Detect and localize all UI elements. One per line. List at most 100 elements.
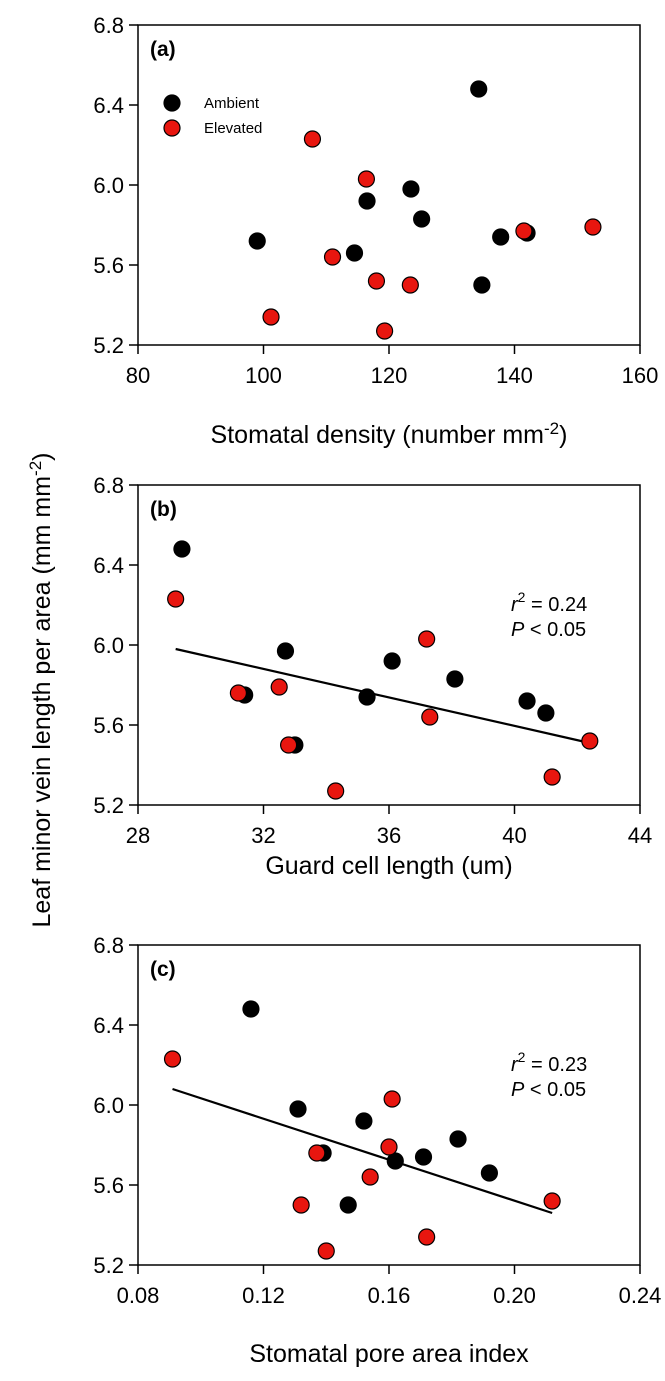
point-elevated bbox=[367, 272, 386, 290]
y-tick-label: 5.2 bbox=[93, 1253, 124, 1278]
x-tick-label: 100 bbox=[245, 363, 282, 388]
y-tick-label: 6.4 bbox=[93, 553, 124, 578]
x-tick-label: 44 bbox=[628, 823, 652, 848]
x-tick-label: 140 bbox=[496, 363, 533, 388]
p-value-annotation: P < 0.05 bbox=[511, 1079, 586, 1101]
point-ambient bbox=[355, 1112, 373, 1130]
panel-label: (a) bbox=[150, 38, 176, 61]
r-squared-value: = 0.24 bbox=[525, 594, 587, 616]
x-axis-title: Stomatal pore area index bbox=[249, 1340, 529, 1368]
legend-label-elevated: Elevated bbox=[204, 120, 262, 137]
point-elevated bbox=[167, 590, 185, 608]
point-ambient bbox=[345, 244, 364, 262]
x-axis-title: Stomatal density (number mm-2) bbox=[211, 419, 568, 449]
point-elevated bbox=[543, 768, 561, 786]
point-ambient bbox=[492, 228, 510, 246]
x-tick-label: 40 bbox=[502, 823, 526, 848]
panel-label: (b) bbox=[150, 498, 177, 521]
point-elevated bbox=[327, 782, 345, 800]
point-ambient bbox=[518, 692, 536, 710]
point-elevated bbox=[229, 684, 247, 702]
x-tick-label: 80 bbox=[126, 363, 150, 388]
point-elevated bbox=[383, 1090, 401, 1108]
y-tick-label: 5.6 bbox=[93, 713, 124, 738]
point-elevated bbox=[262, 308, 280, 326]
plot-frame bbox=[137, 484, 641, 806]
panel-c: 0.08 0.12 0.16 0.20 0.24 5.2 5.6 6.0 6.4 6.8 Stoma… bbox=[93, 933, 661, 1368]
point-elevated bbox=[401, 276, 419, 294]
r-squared-annotation: r2 = 0.24 bbox=[511, 589, 587, 616]
x-tick-label: 160 bbox=[622, 363, 659, 388]
point-ambient bbox=[414, 1148, 433, 1166]
p-symbol: P bbox=[511, 619, 525, 641]
p-value-annotation: P < 0.05 bbox=[511, 619, 586, 641]
point-elevated bbox=[163, 1050, 182, 1068]
y-tick-label: 6.0 bbox=[93, 633, 124, 658]
point-elevated bbox=[280, 736, 298, 754]
y-tick-label: 6.0 bbox=[93, 1093, 124, 1118]
point-elevated bbox=[581, 732, 599, 750]
x-tick-label: 0.24 bbox=[619, 1283, 662, 1308]
point-elevated bbox=[323, 248, 342, 266]
r-symbol: r bbox=[511, 1054, 519, 1076]
point-ambient bbox=[339, 1196, 357, 1214]
point-elevated bbox=[357, 170, 376, 188]
point-ambient bbox=[248, 232, 266, 250]
point-ambient bbox=[383, 652, 401, 670]
y-tick-label: 6.8 bbox=[93, 13, 124, 38]
legend-label-ambient: Ambient bbox=[204, 95, 260, 112]
p-symbol: P bbox=[511, 1079, 525, 1101]
y-tick-label: 5.2 bbox=[93, 793, 124, 818]
point-ambient bbox=[480, 1164, 498, 1182]
point-ambient bbox=[449, 1130, 467, 1148]
point-ambient bbox=[358, 688, 376, 706]
point-elevated bbox=[543, 1192, 561, 1210]
point-elevated bbox=[515, 222, 533, 240]
y-tick-label: 6.0 bbox=[93, 173, 124, 198]
r-squared-value: = 0.23 bbox=[525, 1054, 587, 1076]
point-ambient bbox=[470, 80, 488, 98]
point-ambient bbox=[276, 642, 295, 660]
point-ambient bbox=[413, 210, 431, 228]
point-ambient bbox=[446, 670, 464, 688]
x-tick-label: 0.20 bbox=[493, 1283, 536, 1308]
y-tick-label: 5.2 bbox=[93, 333, 124, 358]
point-ambient bbox=[289, 1100, 307, 1118]
point-ambient bbox=[402, 180, 420, 198]
point-elevated bbox=[317, 1242, 335, 1260]
x-axis-title-main: Guard cell length (um) bbox=[265, 852, 512, 880]
shared-y-axis-title: Leaf minor vein length per area (mm mm-2… bbox=[26, 452, 56, 927]
point-elevated bbox=[308, 1144, 326, 1162]
point-elevated bbox=[418, 1228, 436, 1246]
x-tick-label: 0.16 bbox=[368, 1283, 411, 1308]
regression-line bbox=[175, 647, 591, 745]
point-ambient bbox=[173, 540, 191, 558]
regression-line bbox=[172, 1087, 553, 1215]
x-tick-label: 0.12 bbox=[242, 1283, 285, 1308]
y-tick-label: 6.4 bbox=[93, 1013, 124, 1038]
panel-label: (c) bbox=[150, 958, 176, 981]
point-elevated bbox=[376, 322, 394, 340]
point-ambient bbox=[358, 192, 376, 210]
x-tick-label: 36 bbox=[377, 823, 401, 848]
point-elevated bbox=[421, 708, 439, 726]
point-ambient bbox=[473, 276, 491, 294]
point-elevated bbox=[380, 1138, 398, 1156]
x-tick-label: 0.08 bbox=[117, 1283, 160, 1308]
x-tick-label: 120 bbox=[371, 363, 408, 388]
point-ambient bbox=[537, 704, 555, 722]
legend-marker-ambient bbox=[163, 94, 181, 112]
y-tick-label: 6.8 bbox=[93, 473, 124, 498]
r-squared-annotation: r2 = 0.23 bbox=[511, 1049, 587, 1076]
legend-marker-elevated bbox=[163, 119, 181, 137]
x-axis-title-close: ) bbox=[559, 421, 567, 449]
point-elevated bbox=[584, 218, 602, 236]
y-tick-label: 6.8 bbox=[93, 933, 124, 958]
r-symbol: r bbox=[511, 594, 519, 616]
p-value: < 0.05 bbox=[524, 619, 586, 641]
x-tick-label: 28 bbox=[126, 823, 150, 848]
x-axis-title-sup: -2 bbox=[544, 419, 559, 438]
point-elevated bbox=[361, 1168, 379, 1186]
y-tick-label: 5.6 bbox=[93, 1173, 124, 1198]
